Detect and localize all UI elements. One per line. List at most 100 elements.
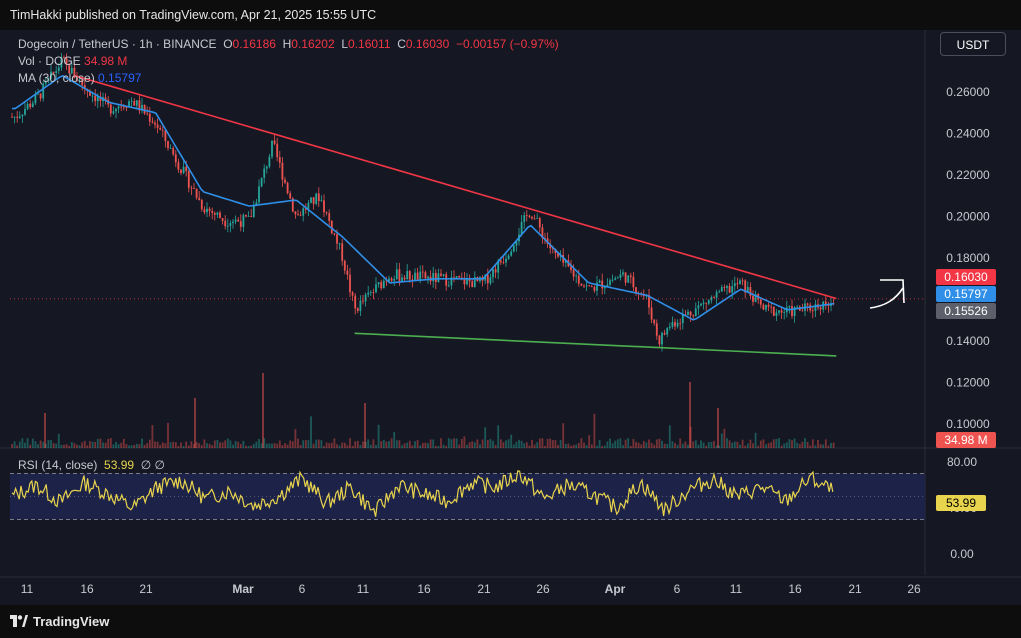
candle-body: [120, 106, 123, 108]
candle-body: [424, 272, 427, 279]
candle-body: [94, 95, 97, 102]
volume-bar: [177, 445, 180, 448]
volume-bar: [320, 440, 323, 448]
volume-bar: [401, 445, 403, 448]
time-axis-label: 16: [788, 582, 802, 596]
time-axis-label: 6: [299, 582, 306, 596]
candle-body: [169, 148, 172, 149]
volume-bar: [174, 442, 177, 448]
candle-body: [37, 93, 39, 95]
volume-bar: [96, 438, 99, 448]
volume-bar: [746, 443, 749, 448]
volume-bar: [531, 439, 533, 448]
candle-body: [109, 104, 112, 114]
volume-bar: [167, 422, 169, 448]
volume-bar: [349, 438, 351, 448]
change-value: −0.00157 (−0.97%): [455, 37, 559, 51]
candle-body: [447, 285, 450, 287]
volume-bar: [512, 444, 515, 448]
volume-bar: [281, 445, 284, 448]
volume-bar: [187, 445, 190, 448]
candle-body: [697, 305, 700, 309]
footer-brand[interactable]: TradingView: [33, 614, 110, 629]
volume-bar: [559, 440, 562, 448]
volume-badge: [936, 432, 996, 448]
volume-bar: [679, 438, 682, 448]
volume-bar: [385, 441, 388, 448]
volume-bar: [148, 439, 151, 448]
candle-body: [762, 304, 765, 310]
candle-body: [21, 114, 24, 117]
candle-body: [593, 286, 596, 291]
candle-body: [255, 202, 258, 206]
candle-body: [13, 116, 16, 118]
candle-body: [268, 156, 271, 167]
candle-body: [177, 162, 180, 170]
volume-bar: [674, 443, 676, 448]
candle-body: [720, 287, 723, 292]
candle-body: [650, 307, 653, 320]
volume-bar: [726, 438, 728, 448]
candle-body: [580, 283, 583, 286]
candle-body: [167, 141, 169, 149]
volume-bar: [73, 443, 76, 448]
volume-bar: [471, 441, 474, 448]
volume-bar: [757, 445, 760, 448]
candle-body: [354, 295, 357, 309]
candle-body: [549, 243, 552, 249]
candle-body: [356, 308, 359, 311]
volume-bar: [182, 445, 185, 448]
price-axis-label: 0.22000: [946, 168, 990, 182]
rsi-badge: [936, 495, 986, 511]
open-label: O: [223, 37, 233, 51]
volume-bar: [250, 445, 253, 448]
price-badge: [936, 269, 996, 285]
volume-bar: [489, 438, 492, 448]
volume-bar: [216, 439, 219, 448]
volume-bar: [86, 445, 89, 448]
symbol-name[interactable]: Dogecoin / TetherUS · 1h · BINANCE: [18, 37, 217, 51]
candle-body: [733, 283, 736, 287]
volume-bar: [24, 442, 26, 448]
candle-body: [138, 100, 141, 111]
volume-bar: [278, 440, 281, 448]
candle-body: [520, 222, 523, 235]
candle-body: [190, 187, 193, 189]
chart-canvas[interactable]: 0.26000 0.24000 0.22000 0.20000 0.18000 0.140…: [0, 30, 1021, 605]
volume-bar: [694, 440, 697, 448]
candle-body: [99, 96, 102, 102]
candle-body: [525, 215, 528, 217]
volume-spike: [194, 398, 196, 448]
volume-bar: [437, 445, 440, 448]
volume-bar: [713, 440, 715, 448]
volume-bar: [648, 439, 650, 448]
volume-bar: [741, 439, 744, 448]
volume-bar: [341, 442, 344, 448]
candle-body: [304, 208, 307, 210]
ma-value: 0.15797: [98, 71, 142, 85]
volume-bar: [819, 444, 822, 448]
volume-bar: [775, 439, 778, 448]
candle-body: [52, 71, 55, 74]
time-axis-label: 6: [674, 582, 681, 596]
volume-bar: [42, 442, 45, 448]
volume-bar: [52, 443, 55, 448]
candle-body: [557, 253, 559, 257]
volume-bar: [76, 444, 78, 448]
volume-spike: [262, 373, 264, 448]
candle-body: [237, 219, 240, 222]
volume-bar: [497, 425, 500, 448]
candle-body: [343, 260, 346, 271]
candle-body: [291, 198, 294, 212]
candle-body: [512, 245, 515, 252]
volume-bar: [510, 434, 513, 448]
volume-bar: [229, 440, 232, 448]
volume-bar: [458, 444, 461, 448]
volume-bar: [91, 441, 94, 448]
candle-body: [18, 116, 21, 118]
currency-button[interactable]: USDT: [940, 32, 1006, 56]
chart-area[interactable]: 0.26000 0.24000 0.22000 0.20000 0.18000 0.140…: [0, 30, 1021, 605]
volume-bar: [583, 442, 585, 448]
candle-body: [780, 310, 783, 313]
volume-bar: [653, 444, 656, 448]
